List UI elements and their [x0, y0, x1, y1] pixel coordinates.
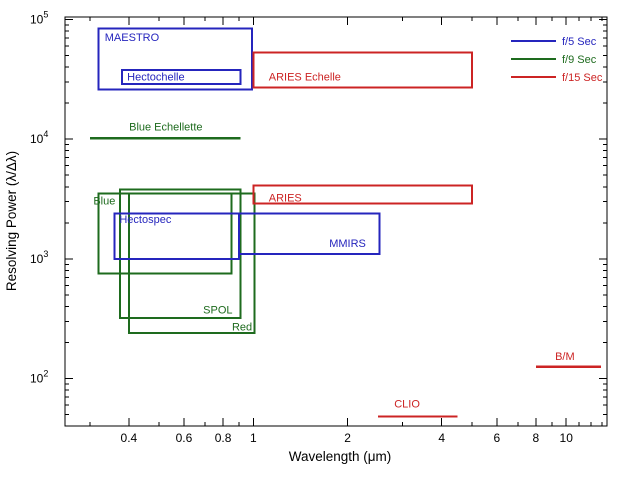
- y-tick-mantissa: 10: [30, 371, 44, 385]
- x-axis-title: Wavelength (μm): [289, 449, 392, 464]
- instrument-box-red: [127, 192, 256, 334]
- y-axis-title: Resolving Power (λ/Δλ): [4, 151, 19, 291]
- instrument-label-aries: ARIES: [269, 193, 302, 205]
- instrument-box-blue: [97, 192, 233, 275]
- y-tick-label: 105: [30, 10, 48, 27]
- instrument-label-hectospec: Hectospec: [119, 214, 171, 226]
- y-tick-mantissa: 10: [30, 132, 44, 146]
- instrument-box-mmirs: [238, 212, 381, 255]
- x-tick-label: 1: [250, 431, 257, 445]
- x-tick-label: 10: [560, 431, 574, 445]
- instrument-box-spol: [119, 188, 242, 319]
- instrument-label-red: Red: [232, 321, 252, 333]
- instrument-box-aries-echelle: [252, 51, 474, 89]
- y-tick-exponent: 4: [43, 129, 48, 139]
- instrument-label-spol: SPOL: [203, 304, 232, 316]
- legend-label-f-15-sec: f/15 Sec: [562, 72, 603, 84]
- y-tick-label: 103: [30, 249, 48, 266]
- y-tick-mantissa: 10: [30, 13, 44, 27]
- instrument-box-maestro: [97, 27, 253, 91]
- y-tick-label: 104: [30, 129, 48, 146]
- instrument-label-aries-echelle: ARIES Echelle: [269, 71, 341, 83]
- legend-label-f-5-sec: f/5 Sec: [562, 36, 597, 48]
- instrument-box-hectochelle: [120, 68, 242, 85]
- instrument-label-blue: Blue: [93, 195, 115, 207]
- instrument-label-blue-echellette: Blue Echellette: [129, 122, 202, 134]
- instrument-box-aries: [252, 184, 474, 205]
- x-tick-label: 2: [344, 431, 351, 445]
- legend-label-f-9-sec: f/9 Sec: [562, 54, 597, 66]
- y-tick-mantissa: 10: [30, 252, 44, 266]
- y-tick-exponent: 2: [43, 368, 48, 378]
- x-tick-label: 0.4: [121, 431, 138, 445]
- x-tick-label: 0.8: [215, 431, 232, 445]
- instrument-label-mmirs: MMIRS: [329, 238, 366, 250]
- instrument-label-b-m: B/M: [555, 351, 575, 363]
- x-tick-label: 4: [438, 431, 445, 445]
- x-tick-label: 6: [493, 431, 500, 445]
- y-tick-label: 102: [30, 368, 48, 385]
- y-tick-exponent: 3: [43, 249, 48, 259]
- y-tick-exponent: 5: [43, 10, 48, 20]
- plot-frame: [64, 16, 608, 427]
- x-tick-label: 0.6: [176, 431, 193, 445]
- x-tick-label: 8: [533, 431, 540, 445]
- instrument-label-clio: CLIO: [394, 399, 420, 411]
- instrument-label-maestro: MAESTRO: [105, 32, 160, 44]
- instrument-label-hectochelle: Hectochelle: [127, 71, 184, 83]
